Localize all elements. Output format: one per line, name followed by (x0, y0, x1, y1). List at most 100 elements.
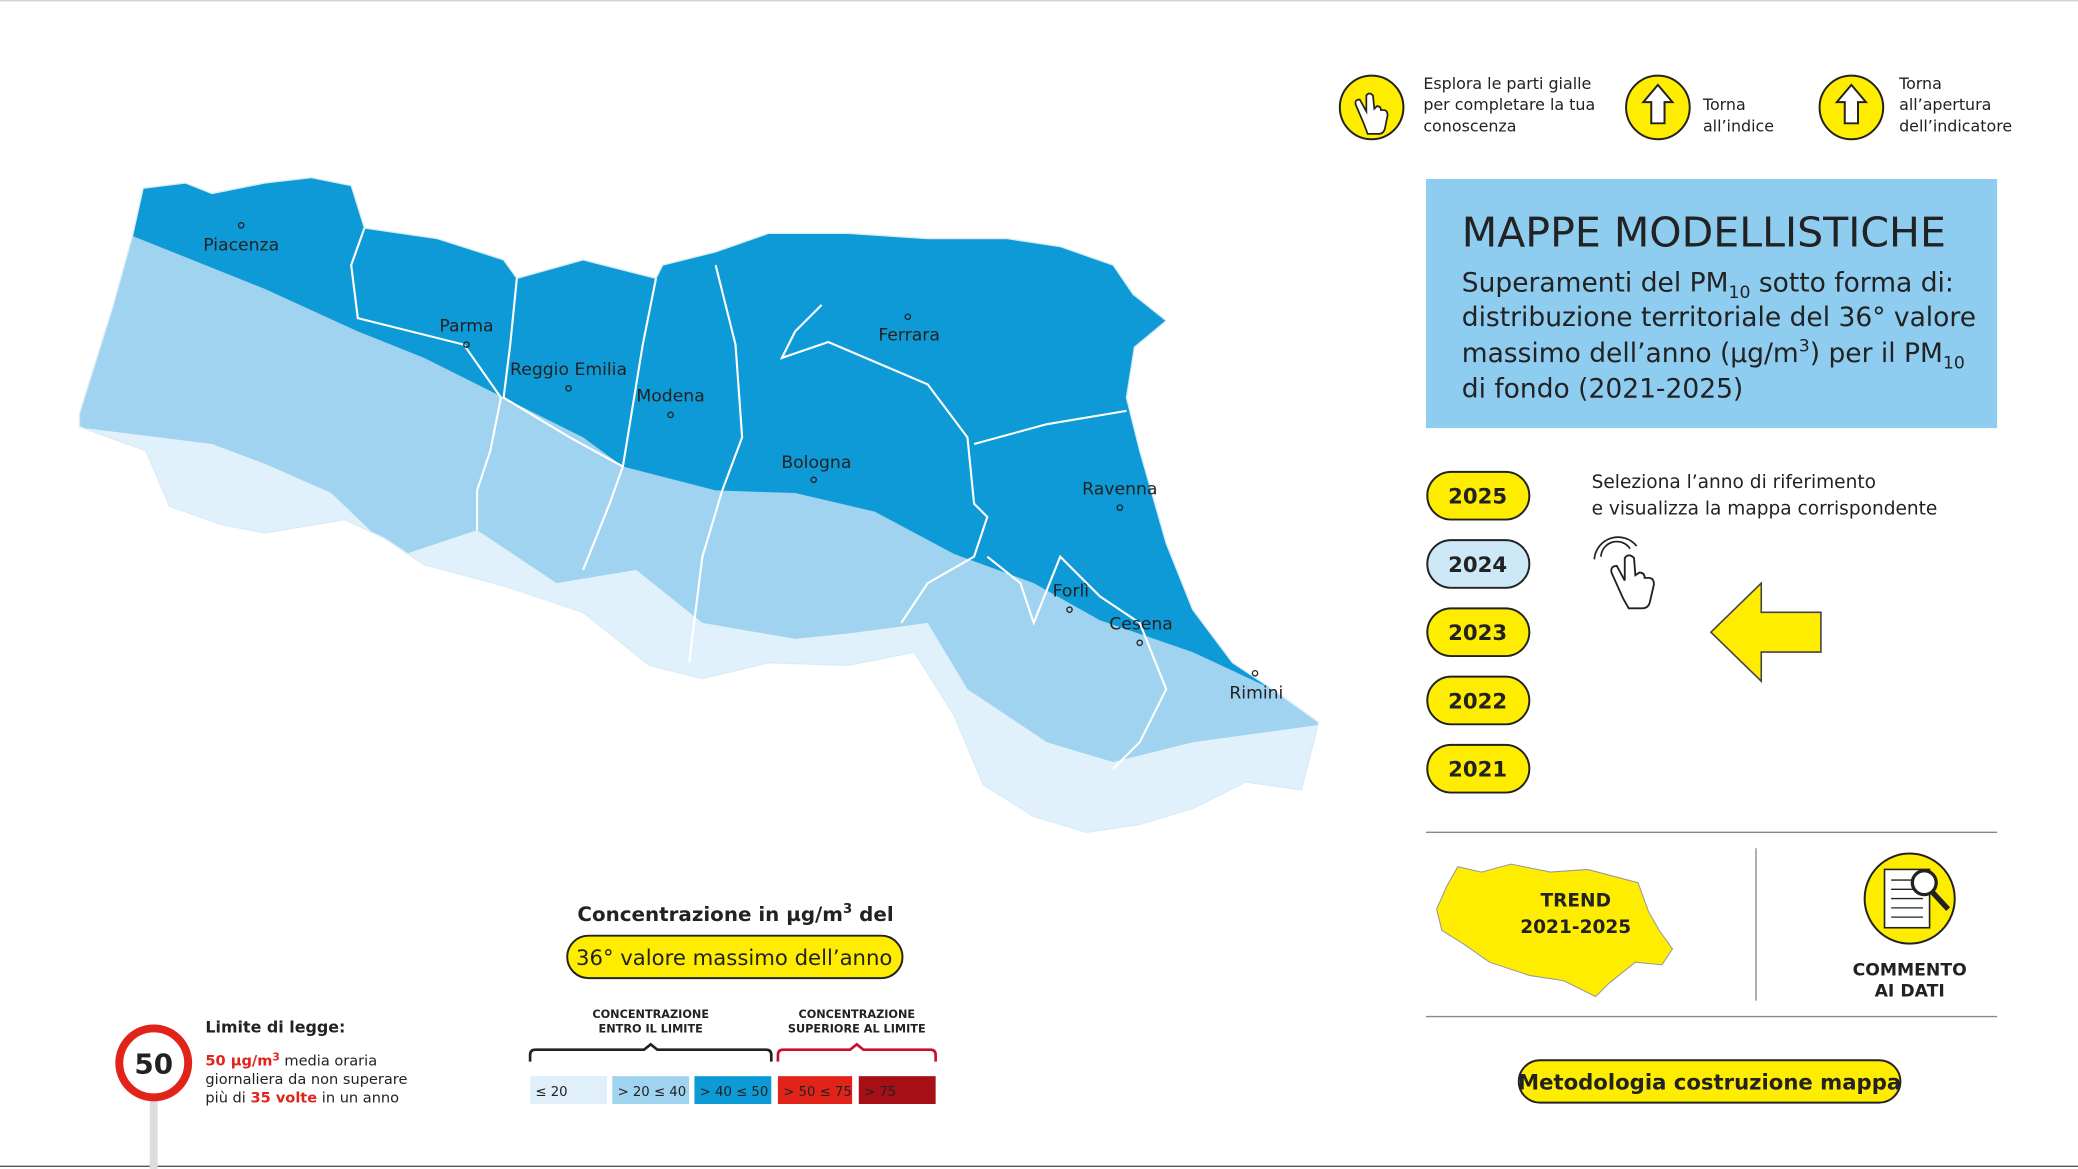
legend-group-label: CONCENTRAZIONE (798, 1008, 915, 1021)
legend-label: > 40 ≤ 50 (700, 1085, 769, 1100)
superscript: 3 (1799, 336, 1810, 356)
legend-group-label: SUPERIORE AL LIMITE (788, 1022, 926, 1035)
path (986, 554, 1168, 770)
path (502, 278, 625, 571)
text: Concentrazione in µg/m (577, 903, 843, 926)
text: 35 volte (250, 1090, 317, 1107)
region-map (79, 177, 1319, 833)
text: Torna all’apertura dell’indicatore (1898, 74, 2012, 135)
subscript: 10 (1943, 353, 1965, 373)
subtitle-line: massimo dell’anno (µg/m3) per il PM10 (1462, 336, 1965, 373)
text: sotto forma di: (1750, 268, 1953, 299)
button (1517, 1059, 1902, 1104)
legend-swatch (530, 1076, 607, 1104)
subtitle-line: di fondo (2021-2025) (1462, 374, 1744, 405)
text: 2021-2025 (1520, 917, 1631, 938)
help-text: Esplora le parti gialle (1423, 74, 1591, 93)
city-dot (1116, 504, 1124, 511)
path (779, 304, 989, 624)
text: TREND (1540, 891, 1611, 912)
legend: ≤ 20 > 20 ≤ 40 > 40 ≤ 50 > 50 ≤ 75 > 75 CONCE… (528, 1008, 937, 1104)
year-button[interactable]: 2025 (1426, 470, 1531, 521)
text: AI DATI (1875, 982, 1945, 1002)
city-label: Reggio Emilia (510, 360, 627, 380)
text: TREND 2021-2025 (1520, 891, 1631, 939)
legend-pill (566, 934, 904, 980)
city-dot (1251, 669, 1259, 677)
arrow-up (1834, 83, 1869, 125)
year-selector: 2025 2024 2023 2022 2021 (1426, 470, 1531, 794)
year-label: 2023 (1448, 620, 1507, 645)
limit-line: 50 µg/m3 media oraria (205, 1051, 377, 1069)
trend-button[interactable]: TREND 2021-2025 (1436, 863, 1674, 998)
text: COMMENTO AI DATI (1853, 960, 1967, 1001)
legend-label: > 75 (864, 1085, 896, 1100)
text: ) per il PM (1810, 338, 1943, 369)
sign (115, 1024, 193, 1102)
year-button[interactable]: 2021 (1426, 743, 1531, 794)
text: più di (205, 1090, 250, 1107)
legend-group-label: CONCENTRAZIONE (592, 1008, 709, 1021)
sign-pole (149, 1097, 158, 1169)
button (1426, 539, 1531, 589)
hand (1354, 92, 1389, 135)
touch-icon (1593, 536, 1655, 610)
legend-title: Concentrazione in µg/m3 del (577, 902, 893, 926)
city-dot (237, 222, 245, 229)
help-text: dell’indicatore (1899, 116, 2012, 135)
legend-bracket (528, 1042, 773, 1062)
help-opening[interactable]: Torna all’apertura dell’indicatore (1818, 74, 2013, 141)
button (1426, 675, 1531, 726)
city-label: Bologna (781, 453, 851, 473)
legend-label: > 20 ≤ 40 (618, 1085, 687, 1100)
year-button[interactable]: 2022 (1426, 675, 1531, 726)
title-panel (1425, 178, 1998, 429)
limit-title: Limite di legge: (205, 1017, 345, 1036)
legend-swatch (612, 1076, 690, 1104)
legend-label: > 50 ≤ 75 (783, 1085, 852, 1100)
text: Superamenti del PM (1462, 268, 1729, 299)
comment-button[interactable]: COMMENTO AI DATI (1853, 852, 1967, 1002)
text: 50 µg/m (205, 1053, 272, 1070)
trend-map (1436, 863, 1674, 998)
city-dot (1066, 606, 1073, 613)
text: del (852, 903, 893, 926)
legend-swatch (858, 1076, 936, 1104)
subtitle-line: distribuzione territoriale del 36° valor… (1462, 302, 1976, 333)
legend-label: ≤ 20 (535, 1085, 567, 1100)
legend-group-label: ENTRO IL LIMITE (599, 1022, 703, 1035)
lens-handle (1930, 890, 1951, 911)
arrow-left (1709, 581, 1822, 684)
year-label: 2022 (1448, 688, 1507, 713)
help-text: Torna (1898, 74, 1942, 93)
year-label: 2024 (1448, 552, 1507, 577)
help-explore[interactable]: Esplora le parti gialle per completare la… (1338, 74, 1595, 141)
path (621, 278, 658, 467)
city-label: Rimini (1229, 683, 1283, 703)
doc-lines (1891, 879, 1923, 918)
year-button[interactable]: 2023 (1426, 607, 1531, 658)
button (1426, 470, 1531, 521)
path (350, 227, 503, 531)
text: media oraria (280, 1053, 377, 1070)
legend-swatch (694, 1076, 772, 1104)
help-index[interactable]: Torna all’indice (1625, 74, 1774, 141)
superscript: 3 (272, 1051, 279, 1063)
year-button[interactable]: 2024 (1426, 539, 1531, 589)
city-label: Ravenna (1082, 479, 1157, 499)
subscript: 10 (1728, 283, 1750, 303)
methodology-button[interactable]: Metodologia costruzione mappa (1517, 1059, 1902, 1104)
path (973, 409, 1127, 446)
text: in un anno (317, 1090, 399, 1107)
path (688, 264, 744, 663)
button (1426, 607, 1531, 658)
city-dot (904, 313, 912, 321)
city-label: Forlì (1053, 581, 1089, 601)
button (1426, 743, 1531, 794)
year-label: 2025 (1448, 484, 1507, 509)
text: e visualizza la mappa corrispondente (1592, 498, 1938, 519)
text: distribuzione territoriale del 36° valor… (1462, 302, 1976, 333)
text: Torna all’indice (1702, 95, 1774, 135)
city-label: Cesena (1109, 615, 1173, 635)
